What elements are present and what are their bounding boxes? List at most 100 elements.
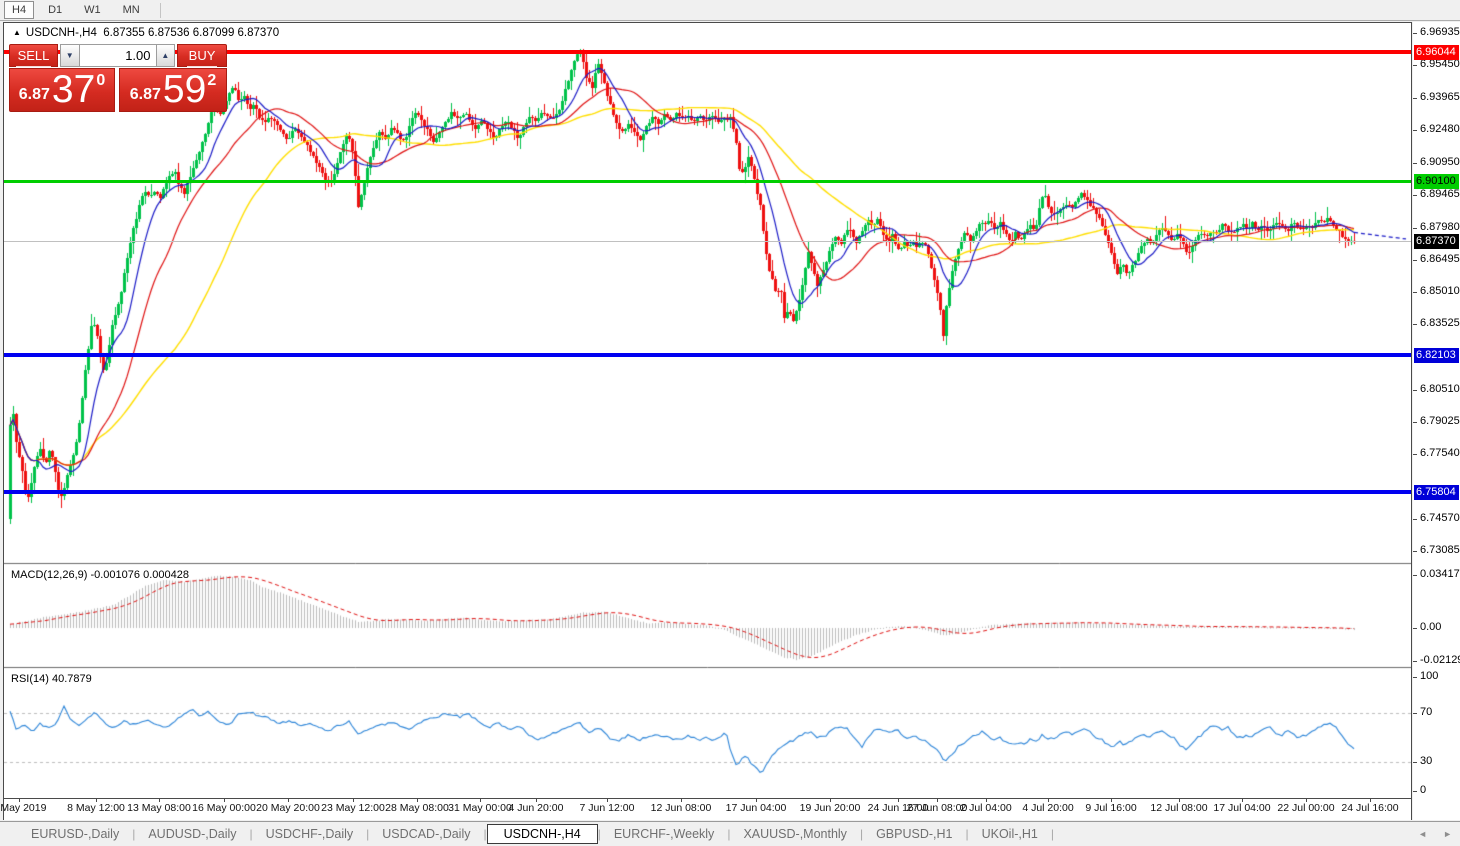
level-price-badge-6.82103: 6.82103: [1414, 348, 1459, 364]
symbol-tab-xauusd-monthly[interactable]: XAUUSD-,Monthly: [743, 827, 847, 841]
volume-increase-button[interactable]: ▲: [155, 44, 176, 67]
date-tick-mark: [681, 799, 682, 802]
rsi-axis-label: 0: [1420, 784, 1427, 796]
timeframe-button-h4[interactable]: H4: [4, 1, 35, 19]
price-tick-mark: [1413, 454, 1417, 456]
buy-price-sup: 2: [207, 72, 217, 89]
date-label: 17 Jun 04:00: [725, 802, 787, 814]
chart-window: ▲ USDCNH-,H4 6.87355 6.87536 6.87099 6.87…: [0, 22, 1412, 820]
date-tick-mark: [830, 799, 831, 802]
symbol-tab-audusd-daily[interactable]: AUDUSD-,Daily: [148, 827, 237, 841]
macd-axis-label: -0.021296: [1420, 653, 1460, 666]
tab-scroll-right-icon[interactable]: ►: [1443, 829, 1452, 839]
sell-button[interactable]: SELL: [9, 44, 58, 67]
price-tick-label: 6.83525: [1420, 317, 1460, 330]
price-tick-mark: [1413, 227, 1417, 229]
symbol-tab-usdcad-daily[interactable]: USDCAD-,Daily: [382, 827, 471, 841]
price-tick-mark: [1413, 324, 1417, 326]
date-tick-mark: [986, 799, 987, 802]
date-label: 24 Jun 16:00: [867, 802, 929, 814]
level-price-badge-6.75804: 6.75804: [1414, 484, 1459, 500]
symbol-tab-ukoil-h1[interactable]: UKOil-,H1: [981, 827, 1038, 841]
date-label: 12 Jun 08:00: [650, 802, 712, 814]
date-label: 23 May 12:00: [321, 802, 385, 814]
tab-separator: |: [859, 827, 864, 841]
buy-price-panel[interactable]: 6.87 59 2: [119, 68, 227, 112]
tab-separator: |: [597, 827, 601, 841]
price-tick-label: 6.73085: [1420, 544, 1460, 557]
date-label: 27 Jun 08:00: [906, 802, 968, 814]
chart-ohlc-values: 6.87355 6.87536 6.87099 6.87370: [103, 27, 280, 39]
toolbar-separator: [159, 2, 161, 18]
timeframe-button-w1[interactable]: W1: [84, 4, 101, 16]
date-label: 19 Jun 20:00: [799, 802, 861, 814]
price-tick-label: 6.77540: [1420, 447, 1460, 460]
date-label: 4 Jul 20:00: [1022, 802, 1074, 814]
date-tick-mark: [1306, 799, 1307, 802]
date-tick-mark: [288, 799, 289, 802]
level-price-badge-6.90100: 6.90100: [1414, 174, 1459, 190]
rsi-label: RSI(14) 40.7879: [11, 673, 92, 685]
tab-scroll-left-icon[interactable]: ◄: [1418, 829, 1428, 839]
rsi-axis-label: 30: [1420, 754, 1433, 767]
buy-price-base: 6.87: [129, 86, 161, 103]
date-tick-mark: [96, 799, 97, 802]
volume-input[interactable]: [79, 44, 156, 67]
chart-symbol-period: USDCNH-,H4: [25, 27, 97, 39]
date-label: 20 May 20:00: [256, 802, 320, 814]
timeframe-button-mn[interactable]: MN: [122, 4, 140, 16]
price-tick-mark: [1413, 33, 1417, 34]
symbol-tab-gbpusd-h1[interactable]: GBPUSD-,H1: [876, 827, 953, 841]
price-level-line-6.96044: [4, 50, 1411, 55]
sell-price-panel[interactable]: 6.87 37 0: [9, 68, 115, 112]
price-tick-label: 6.93965: [1420, 90, 1460, 103]
date-tick-mark: [607, 799, 608, 802]
price-tick-label: 6.92480: [1420, 122, 1460, 135]
price-level-line-6.75804: [4, 489, 1411, 494]
rsi-axis-label: 100: [1420, 670, 1439, 682]
macd-axis-label: 0.034174: [1420, 568, 1460, 581]
date-tick-mark: [353, 799, 354, 802]
tab-separator: |: [132, 827, 136, 841]
price-tick-label: 6.74570: [1420, 511, 1460, 524]
buy-button[interactable]: BUY: [177, 44, 227, 67]
current-price-badge: 6.87370: [1414, 233, 1459, 249]
date-label: 13 May 08:00: [127, 802, 191, 814]
price-tick-label: 6.96935: [1420, 26, 1460, 38]
price-tick-label: 6.87980: [1420, 220, 1460, 233]
tab-separator: |: [727, 827, 731, 841]
symbol-tab-eurchf-weekly[interactable]: EURCHF-,Weekly: [613, 827, 715, 841]
sell-price-big: 37: [51, 68, 96, 111]
timeframe-toolbar: H4 D1 W1 MN: [0, 0, 1460, 21]
volume-decrease-button[interactable]: ▼: [59, 44, 80, 67]
level-price-badge-6.96044: 6.96044: [1414, 45, 1459, 61]
date-tick-mark: [159, 799, 160, 802]
one-click-trading-widget: SELL ▼ ▲ BUY 6.87 37 0 6.87 59 2: [9, 44, 227, 112]
macd-tick-mark: [1413, 628, 1417, 629]
price-tick-mark: [1413, 422, 1417, 423]
price-axis[interactable]: 6.96935 6.95450 6.93965 6.92480 6.90950 6.894…: [1413, 22, 1460, 820]
symbol-tab-usdchf-daily[interactable]: USDCHF-,Daily: [265, 827, 354, 841]
date-tick-mark: [19, 799, 20, 802]
rsi-tick-mark: [1413, 713, 1417, 715]
collapse-arrow-icon[interactable]: ▲: [13, 28, 21, 37]
price-level-line-6.82103: [4, 353, 1411, 358]
macd-axis-label: 0.00: [1420, 621, 1442, 633]
date-label: 24 Jul 16:00: [1341, 802, 1399, 814]
timeframe-button-d1[interactable]: D1: [48, 4, 63, 16]
symbol-tab-eurusd-daily[interactable]: EURUSD-,Daily: [31, 827, 120, 841]
date-tick-mark: [480, 799, 481, 802]
chart-surface[interactable]: [4, 23, 1411, 798]
price-tick-mark: [1413, 389, 1417, 391]
price-tick-mark: [1413, 259, 1417, 261]
price-tick-mark: [1413, 97, 1417, 99]
price-tick-label: 6.79025: [1420, 415, 1460, 427]
rsi-tick-mark: [1413, 761, 1417, 763]
price-tick-label: 6.90950: [1420, 155, 1460, 168]
price-tick-mark: [1413, 162, 1417, 164]
date-label: 7 Jun 12:00: [579, 802, 635, 814]
symbol-tab-usdcnh-h4[interactable]: USDCNH-,H4: [486, 824, 598, 844]
price-tick-mark: [1413, 195, 1417, 197]
date-tick-mark: [1111, 799, 1112, 802]
